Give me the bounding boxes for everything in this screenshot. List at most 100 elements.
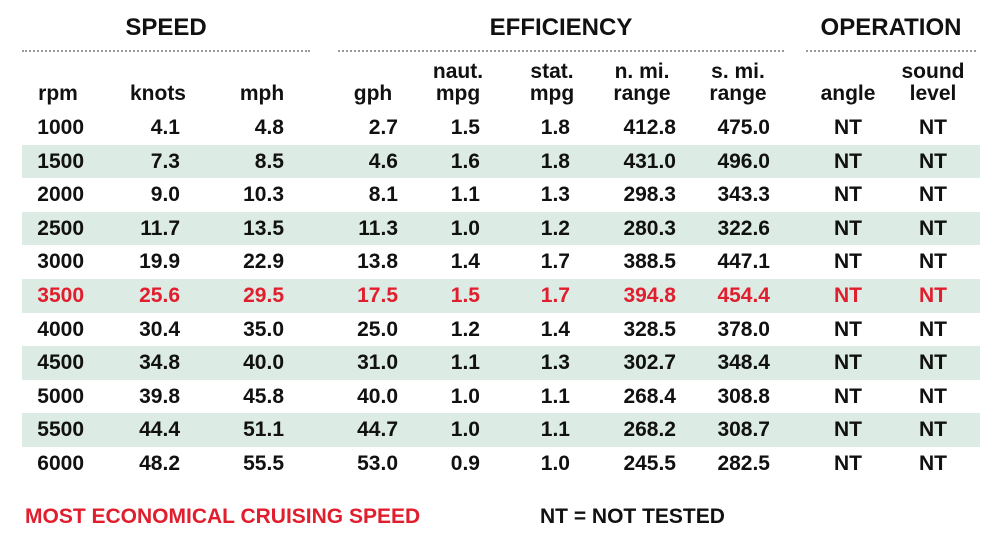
cell-s-mi-range: 454.4 — [717, 283, 770, 307]
column-header-stat-mpg: stat. mpg — [529, 60, 575, 105]
cell-mph: 22.9 — [243, 250, 284, 274]
cell-angle: NT — [834, 283, 862, 307]
group-heading-operation: OPERATION — [820, 14, 962, 41]
cell-mph: 13.5 — [243, 216, 284, 240]
cell-knots: 9.0 — [150, 183, 180, 207]
column-header-angle: angle — [820, 82, 876, 105]
cell-gph: 4.6 — [368, 149, 398, 173]
table-row: 5500 44.4 51.1 44.7 1.0 1.1 268.2 308.7 NT NT — [22, 413, 980, 447]
cell-naut-mpg: 1.4 — [450, 250, 480, 274]
cell-angle: NT — [834, 149, 862, 173]
cell-s-mi-range: 282.5 — [717, 451, 770, 475]
performance-table-body: 1000 4.1 4.8 2.7 1.5 1.8 412.8 475.0 NT NT 1500 7.3… — [22, 111, 980, 481]
cell-naut-mpg: 1.1 — [450, 183, 480, 207]
cell-s-mi-range: 348.4 — [717, 351, 770, 375]
speed-divider — [22, 50, 310, 52]
cell-mph: 10.3 — [243, 183, 284, 207]
cell-angle: NT — [834, 418, 862, 442]
cell-rpm: 6000 — [37, 451, 84, 475]
cell-knots: 48.2 — [139, 451, 180, 475]
cell-sound-level: NT — [919, 351, 947, 375]
cell-rpm: 2000 — [37, 183, 84, 207]
cell-s-mi-range: 322.6 — [717, 216, 770, 240]
cell-mph: 51.1 — [243, 418, 284, 442]
cell-knots: 34.8 — [139, 351, 180, 375]
cell-angle: NT — [834, 183, 862, 207]
cell-gph: 44.7 — [357, 418, 398, 442]
table-row: 4000 30.4 35.0 25.0 1.2 1.4 328.5 378.0 NT NT — [22, 313, 980, 347]
cell-knots: 4.1 — [150, 116, 180, 139]
table-row: 6000 48.2 55.5 53.0 0.9 1.0 245.5 282.5 NT NT — [22, 447, 980, 481]
cell-n-mi-range: 268.4 — [623, 384, 676, 408]
cell-naut-mpg: 0.9 — [450, 451, 480, 475]
cell-knots: 11.7 — [140, 216, 180, 240]
column-header-s-mi-range: s. mi. range — [709, 60, 767, 105]
cell-n-mi-range: 328.5 — [623, 317, 676, 341]
cell-sound-level: NT — [919, 418, 947, 442]
cell-rpm: 4500 — [37, 351, 84, 375]
cell-sound-level: NT — [919, 283, 947, 307]
cell-n-mi-range: 431.0 — [623, 149, 676, 173]
table-row-highlighted: 3500 25.6 29.5 17.5 1.5 1.7 394.8 454.4 NT NT — [22, 278, 980, 313]
cell-stat-mpg: 1.3 — [540, 351, 570, 375]
cell-mph: 8.5 — [254, 149, 284, 173]
cell-knots: 19.9 — [139, 250, 180, 274]
cell-angle: NT — [834, 250, 862, 274]
cell-gph: 40.0 — [357, 384, 398, 408]
cell-sound-level: NT — [919, 250, 947, 274]
cell-sound-level: NT — [919, 216, 947, 240]
cell-naut-mpg: 1.2 — [450, 317, 480, 341]
cell-mph: 45.8 — [243, 384, 284, 408]
cell-sound-level: NT — [919, 183, 947, 207]
cell-gph: 8.1 — [368, 183, 398, 207]
cell-angle: NT — [834, 384, 862, 408]
table-row: 4500 34.8 40.0 31.0 1.1 1.3 302.7 348.4 NT NT — [22, 346, 980, 380]
cell-knots: 7.3 — [150, 149, 180, 173]
cell-rpm: 3000 — [37, 250, 84, 274]
cell-naut-mpg: 1.0 — [450, 384, 480, 408]
cell-angle: NT — [834, 317, 862, 341]
legend-not-tested: NT = NOT TESTED — [540, 505, 725, 528]
column-header-gph: gph — [353, 82, 393, 105]
cell-stat-mpg: 1.1 — [540, 418, 570, 442]
cell-sound-level: NT — [919, 116, 947, 139]
cell-knots: 39.8 — [139, 384, 180, 408]
operation-divider — [806, 50, 976, 52]
cell-n-mi-range: 280.3 — [623, 216, 676, 240]
cell-gph: 53.0 — [357, 451, 398, 475]
cell-angle: NT — [834, 351, 862, 375]
legend-most-economical: MOST ECONOMICAL CRUISING SPEED — [25, 505, 421, 528]
table-row: 1000 4.1 4.8 2.7 1.5 1.8 412.8 475.0 NT NT — [22, 111, 980, 145]
cell-n-mi-range: 412.8 — [623, 116, 676, 139]
cell-naut-mpg: 1.5 — [450, 116, 480, 139]
cell-stat-mpg: 1.0 — [540, 451, 570, 475]
cell-naut-mpg: 1.6 — [450, 149, 480, 173]
cell-mph: 4.8 — [254, 116, 284, 139]
cell-gph: 25.0 — [357, 317, 398, 341]
cell-n-mi-range: 394.8 — [623, 283, 676, 307]
column-header-knots: knots — [129, 82, 186, 105]
cell-gph: 31.0 — [357, 351, 398, 375]
table-row: 5000 39.8 45.8 40.0 1.0 1.1 268.4 308.8 NT NT — [22, 380, 980, 414]
cell-rpm: 1000 — [37, 116, 84, 139]
group-heading-speed: SPEED — [125, 14, 207, 41]
cell-angle: NT — [834, 116, 862, 139]
column-header-naut-mpg: naut. mpg — [432, 60, 484, 105]
cell-n-mi-range: 388.5 — [623, 250, 676, 274]
cell-stat-mpg: 1.8 — [540, 116, 570, 139]
cell-n-mi-range: 302.7 — [623, 351, 676, 375]
group-heading-efficiency: EFFICIENCY — [489, 14, 633, 41]
cell-sound-level: NT — [919, 451, 947, 475]
cell-rpm: 5000 — [37, 384, 84, 408]
cell-s-mi-range: 308.8 — [717, 384, 770, 408]
cell-n-mi-range: 245.5 — [623, 451, 676, 475]
cell-naut-mpg: 1.0 — [450, 418, 480, 442]
cell-mph: 35.0 — [243, 317, 284, 341]
cell-gph: 11.3 — [358, 216, 398, 240]
table-row: 2000 9.0 10.3 8.1 1.1 1.3 298.3 343.3 NT NT — [22, 178, 980, 212]
cell-naut-mpg: 1.1 — [450, 351, 480, 375]
cell-sound-level: NT — [919, 149, 947, 173]
cell-s-mi-range: 496.0 — [717, 149, 770, 173]
cell-rpm: 1500 — [37, 149, 84, 173]
cell-rpm: 3500 — [37, 283, 84, 307]
